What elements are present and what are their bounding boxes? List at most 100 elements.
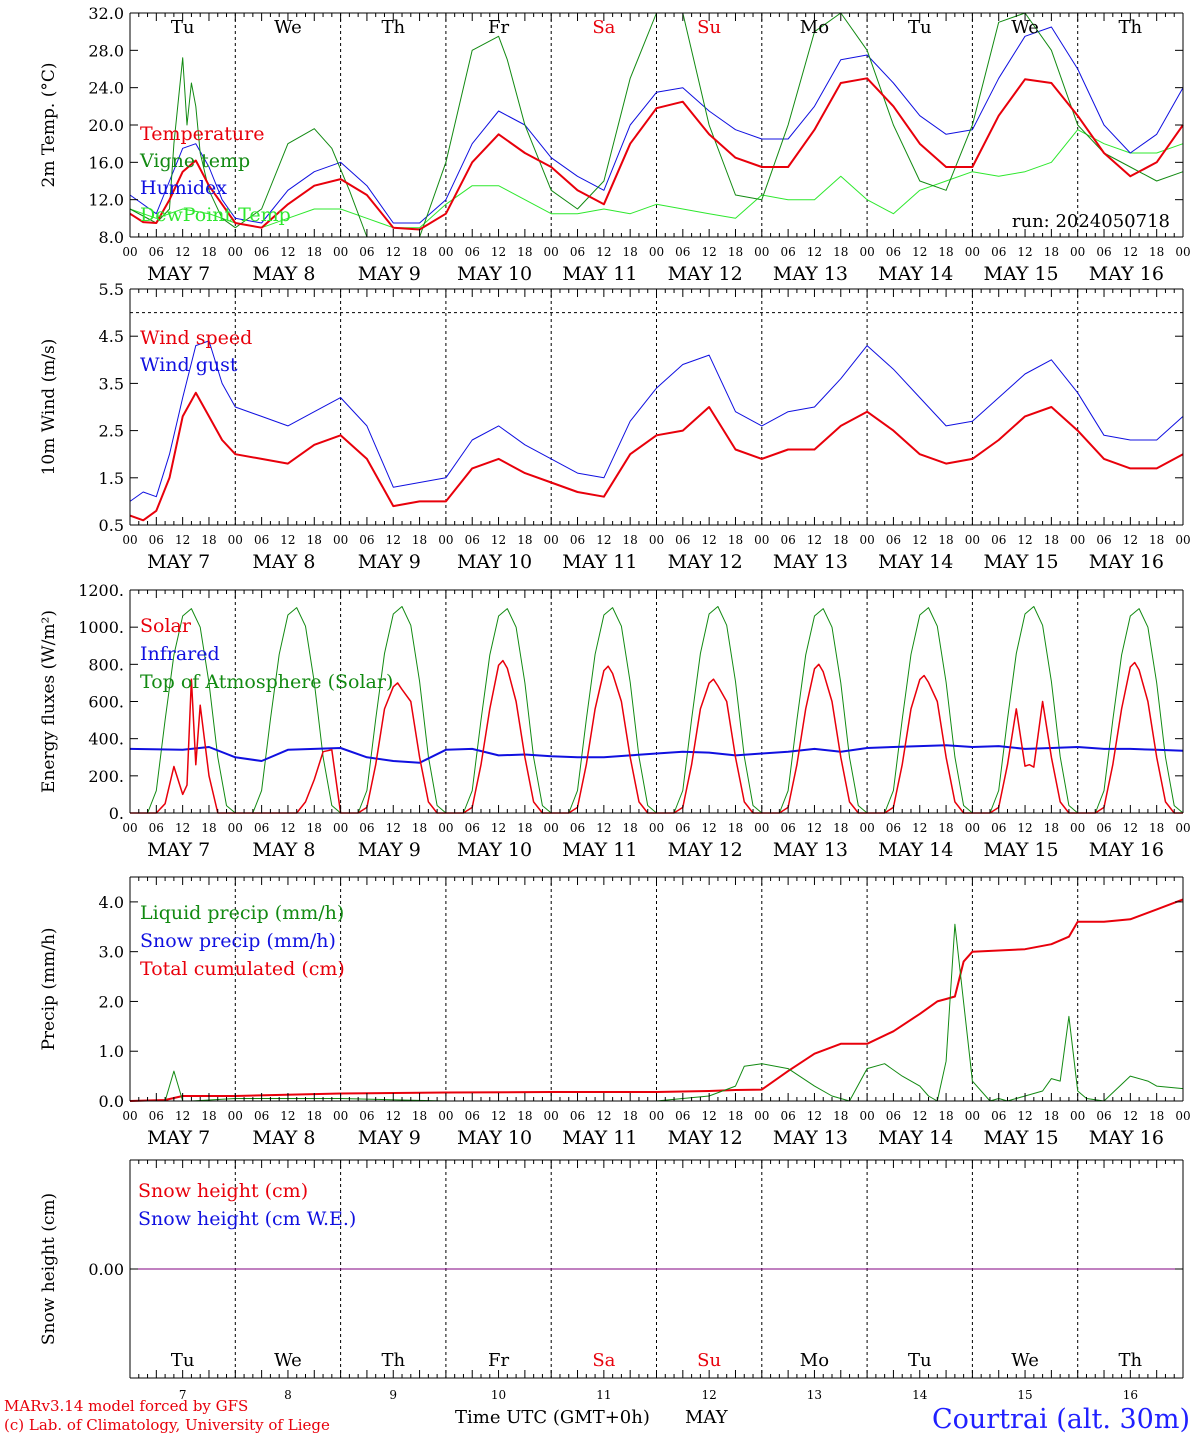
hour-tick-label: 12	[280, 533, 295, 547]
hour-tick-label: 12	[1017, 245, 1032, 259]
hour-tick-label: 00	[965, 245, 980, 259]
series-line-wind-speed	[129, 391, 1184, 522]
hour-tick-label: 18	[623, 245, 638, 259]
temp-panel: 8.0 12.0 16.0 20.0 24.0 28.0 32.0 2m Temp. (°C)…	[39, 4, 1191, 285]
month-label: MAY	[685, 1407, 729, 1428]
hour-tick-label: 00	[754, 245, 769, 259]
date-label: MAY 10	[457, 1127, 532, 1149]
weekday-label: Fr	[488, 17, 509, 38]
y-tick-label: 20.0	[88, 116, 124, 135]
energy-panel: 0. 200. 400. 600. 800. 1000. 1200. Energy fluxe…	[39, 581, 1191, 861]
hour-tick-label: 18	[833, 821, 848, 835]
hour-tick-label: 18	[833, 533, 848, 547]
hour-tick-label: 06	[465, 245, 480, 259]
lab-credit: (c) Lab. of Climatology, University of L…	[4, 1416, 330, 1434]
hour-tick-label: 18	[1044, 533, 1059, 547]
hour-tick-label: 00	[859, 533, 874, 547]
hour-tick-label: 12	[386, 245, 401, 259]
y-axis-label: Energy fluxes (W/m²)	[39, 610, 59, 793]
hour-tick-label: 00	[754, 1109, 769, 1123]
hour-tick-label: 12	[912, 245, 927, 259]
date-label: MAY 15	[983, 1127, 1058, 1149]
hour-tick-label: 00	[1070, 533, 1085, 547]
hour-tick-label: 06	[991, 245, 1006, 259]
hour-tick-label: 06	[465, 533, 480, 547]
hour-tick-label: 00	[859, 821, 874, 835]
hour-tick-label: 12	[1123, 821, 1138, 835]
hour-tick-label: 12	[491, 821, 506, 835]
weekday-label: We	[274, 17, 302, 38]
hour-tick-label: 12	[596, 821, 611, 835]
date-label: MAY 7	[147, 1127, 210, 1149]
series-line-temperature	[129, 77, 1184, 231]
hour-tick-label: 06	[675, 1109, 690, 1123]
weekday-label: Sa	[592, 17, 615, 38]
hour-tick-label: 12	[491, 1109, 506, 1123]
hour-tick-label: 18	[1044, 245, 1059, 259]
hour-tick-label: 00	[333, 1109, 348, 1123]
hour-tick-label: 18	[728, 533, 743, 547]
hour-tick-label: 18	[412, 533, 427, 547]
weekday-label: We	[1011, 1350, 1039, 1371]
hour-tick-label: 18	[412, 245, 427, 259]
hour-tick-label: 18	[1044, 1109, 1059, 1123]
y-tick-label: 12.0	[88, 191, 124, 210]
hour-tick-label: 18	[307, 245, 322, 259]
y-tick-label: 0.5	[99, 516, 124, 535]
day-number-label: 16	[1123, 1388, 1138, 1402]
hour-tick-label: 12	[807, 533, 822, 547]
hour-tick-label: 06	[254, 821, 269, 835]
hour-tick-label: 00	[228, 533, 243, 547]
date-label: MAY 14	[878, 263, 953, 285]
date-label: MAY 16	[1089, 839, 1164, 861]
date-label: MAY 15	[983, 839, 1058, 861]
y-tick-label: 1200.	[78, 581, 124, 600]
hour-tick-label: 00	[649, 245, 664, 259]
legend-entry: Top of Atmosphere (Solar)	[140, 671, 393, 693]
date-label: MAY 10	[457, 263, 532, 285]
weekday-label: Sa	[592, 1350, 615, 1371]
hour-tick-label: 18	[517, 245, 532, 259]
y-tick-label: 0.00	[88, 1260, 124, 1279]
hour-tick-label: 06	[886, 821, 901, 835]
date-label: MAY 9	[358, 263, 421, 285]
hour-tick-label: 06	[675, 821, 690, 835]
date-label: MAY 16	[1089, 551, 1164, 573]
hour-tick-label: 18	[623, 1109, 638, 1123]
hour-tick-label: 12	[280, 1109, 295, 1123]
y-tick-label: 0.0	[99, 1092, 124, 1111]
hour-tick-label: 06	[359, 245, 374, 259]
hour-tick-label: 00	[333, 821, 348, 835]
y-tick-label: 3.5	[99, 374, 124, 393]
hour-tick-label: 12	[1017, 1109, 1032, 1123]
hour-tick-label: 06	[886, 533, 901, 547]
hour-tick-label: 00	[1070, 1109, 1085, 1123]
hour-tick-label: 12	[1017, 533, 1032, 547]
date-label: MAY 9	[358, 551, 421, 573]
hour-tick-label: 06	[780, 821, 795, 835]
legend-entry: Liquid precip (mm/h)	[140, 902, 344, 924]
hour-tick-label: 18	[938, 533, 953, 547]
day-number-label: 11	[596, 1388, 611, 1402]
hour-tick-label: 06	[359, 533, 374, 547]
hour-tick-label: 00	[438, 533, 453, 547]
weekday-label: Tu	[171, 17, 195, 38]
weekday-label: Th	[381, 17, 405, 38]
hour-tick-label: 06	[465, 821, 480, 835]
hour-tick-label: 12	[596, 245, 611, 259]
y-axis-label: Precip (mm/h)	[39, 927, 59, 1050]
series-line-humidex	[129, 26, 1184, 224]
weekday-label: Mo	[800, 1350, 829, 1371]
hour-tick-label: 00	[1175, 1109, 1190, 1123]
day-number-label: 7	[179, 1388, 187, 1402]
hour-tick-label: 12	[807, 1109, 822, 1123]
hour-tick-label: 06	[149, 245, 164, 259]
day-number-label: 10	[491, 1388, 506, 1402]
hour-tick-label: 06	[570, 1109, 585, 1123]
hour-tick-label: 12	[702, 1109, 717, 1123]
date-label: MAY 8	[252, 1127, 315, 1149]
legend-entry: Solar	[140, 615, 192, 637]
hour-tick-label: 12	[280, 245, 295, 259]
hour-tick-label: 18	[517, 821, 532, 835]
